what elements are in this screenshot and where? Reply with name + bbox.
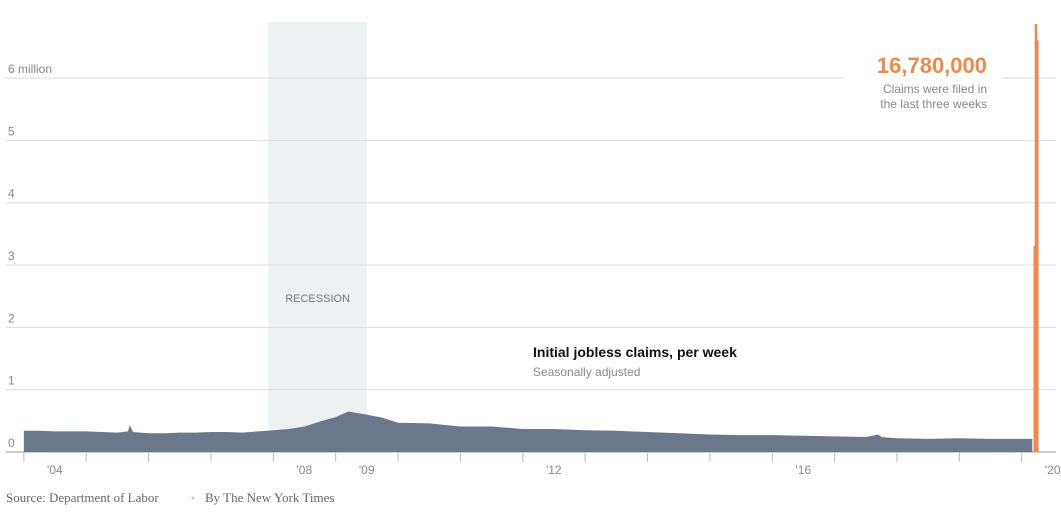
grid-layer (6, 77, 1056, 462)
x-tick-label: '08 (297, 463, 313, 477)
y-tick-label: 5 (8, 124, 15, 138)
claims-area (23, 411, 1033, 452)
series-label: Initial jobless claims, per week (533, 344, 737, 360)
y-tick-label: 1 (8, 374, 15, 388)
total-note: the last three weeks (880, 97, 987, 111)
marks-layer (23, 24, 1039, 453)
x-tick-label: '04 (47, 463, 63, 477)
y-tick-label: 4 (8, 187, 15, 201)
x-tick-label: '20 (1045, 463, 1061, 477)
y-tick-label: 3 (8, 249, 15, 263)
source: Source: Department of Labor (6, 490, 159, 505)
x-tick-label: '09 (359, 463, 375, 477)
recession-band (268, 22, 367, 452)
x-tick-label: '12 (546, 463, 562, 477)
x-tick-label: '16 (795, 463, 811, 477)
separator (191, 496, 195, 500)
background-layer (268, 22, 367, 452)
byline: By The New York Times (205, 490, 334, 505)
y-tick-label: 6 million (8, 62, 52, 76)
recession-label: RECESSION (285, 293, 350, 305)
annotation-bg (842, 48, 1002, 118)
series-subtitle: Seasonally adjusted (533, 365, 640, 379)
highlight-bar (1035, 40, 1039, 452)
labels-layer: RECESSION 0 1 2 3 4 5 6 million '04 '08 '09 '12 '16 '… (8, 48, 1061, 477)
total-note: Claims were filed in (883, 82, 987, 96)
total-label: 16,780,000 (877, 53, 987, 78)
y-tick-label: 0 (8, 436, 15, 450)
y-tick-label: 2 (8, 311, 15, 325)
